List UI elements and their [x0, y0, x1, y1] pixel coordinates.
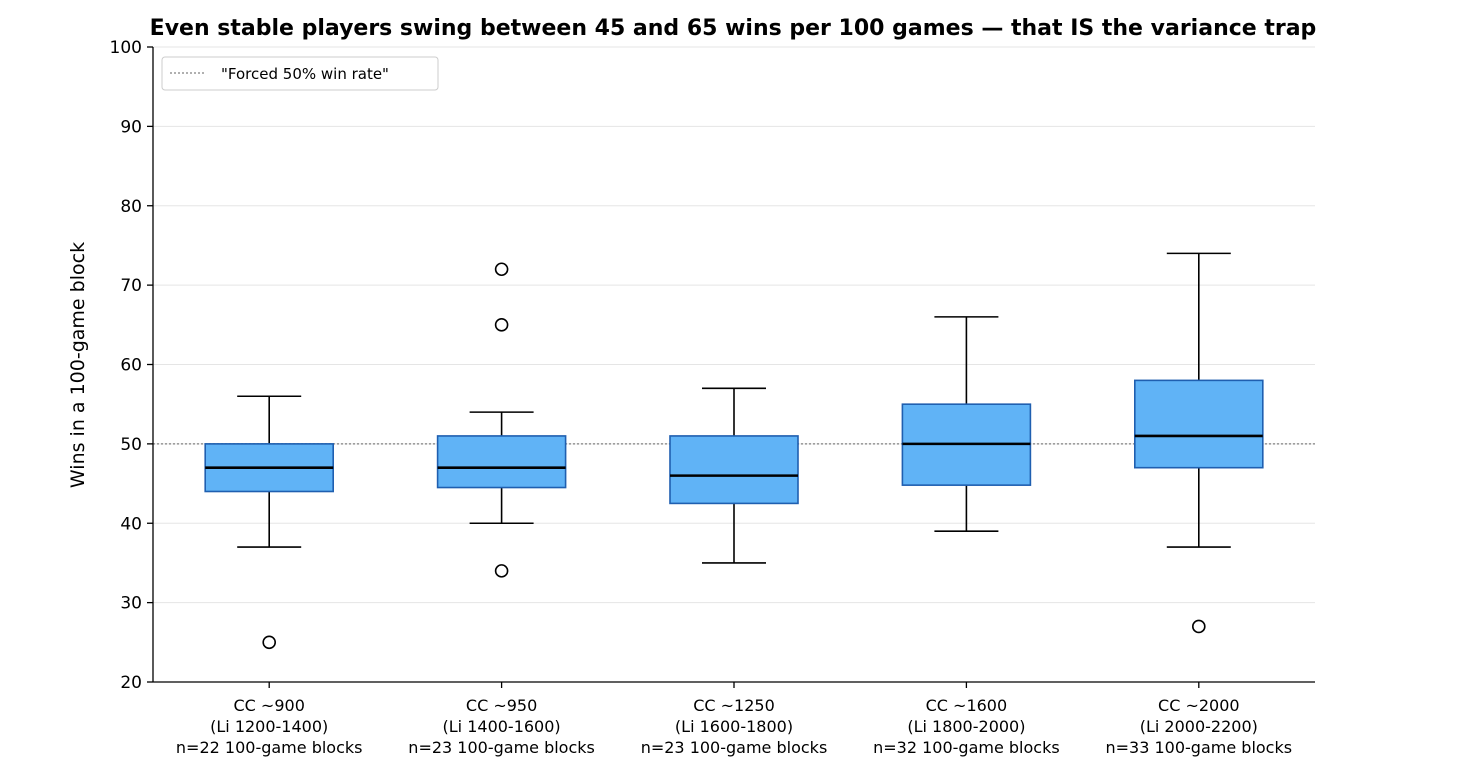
x-tick-label: CC ~1250 (Li 1600-1800) n=23 100-game bloc…	[641, 696, 828, 757]
y-axis-label: Wins in a 100-game block	[67, 242, 89, 488]
x-tick-label: CC ~1600 (Li 1800-2000) n=32 100-game bloc…	[873, 696, 1060, 757]
outlier-point	[494, 564, 509, 578]
y-tick-label: 70	[120, 276, 142, 296]
outlier-point	[262, 635, 277, 650]
x-tick-label-line: (Li 1400-1600)	[443, 717, 561, 736]
box-group	[669, 387, 799, 564]
x-tick-label-line: n=23 100-game blocks	[408, 738, 595, 757]
x-tick-label-line: n=23 100-game blocks	[641, 738, 828, 757]
y-tick-label: 60	[120, 356, 142, 376]
box-group	[1134, 252, 1264, 634]
x-tick-label-line: (Li 2000-2200)	[1140, 717, 1258, 736]
x-tick-label-line: (Li 1800-2000)	[907, 717, 1025, 736]
legend: "Forced 50% win rate"	[161, 56, 439, 91]
x-tick-label: CC ~900 (Li 1200-1400) n=22 100-game block…	[176, 696, 363, 757]
x-tick-label-line: CC ~950	[466, 696, 537, 715]
y-tick-label: 20	[120, 673, 142, 693]
x-tick-label-line: n=22 100-game blocks	[176, 738, 363, 757]
x-tick-label-line: n=33 100-game blocks	[1106, 738, 1293, 757]
x-tick-label-line: (Li 1200-1400)	[210, 717, 328, 736]
x-tick-label-line: CC ~1600	[926, 696, 1008, 715]
x-tick-labels: CC ~900 (Li 1200-1400) n=22 100-game block…	[176, 682, 1292, 757]
box-group	[901, 316, 1032, 532]
box-group	[204, 395, 334, 650]
outlier-point	[1192, 619, 1206, 634]
y-tick-label: 50	[120, 435, 142, 455]
box	[669, 435, 799, 505]
outlier-point	[494, 318, 509, 332]
y-tick-label: 80	[120, 197, 142, 217]
legend-box	[161, 56, 439, 91]
y-tick-label: 40	[120, 514, 142, 534]
x-tick-label: CC ~950 (Li 1400-1600) n=23 100-game block…	[408, 696, 595, 757]
box-series	[204, 252, 1264, 650]
x-tick-label-line: n=32 100-game blocks	[873, 738, 1060, 757]
y-tick-label: 100	[110, 38, 142, 58]
box	[1134, 379, 1264, 469]
box-group	[436, 262, 567, 578]
x-tick-label-line: CC ~900	[234, 696, 305, 715]
x-tick-label-line: CC ~2000	[1158, 696, 1240, 715]
y-tick-label: 30	[120, 594, 142, 614]
y-tick-labels: 20 30 40 50 60 70 80 90 100	[110, 38, 153, 693]
x-tick-label-line: CC ~1250	[693, 696, 775, 715]
outlier-point	[494, 262, 509, 277]
x-tick-label: CC ~2000 (Li 2000-2200) n=33 100-game bloc…	[1106, 696, 1293, 757]
box	[436, 435, 567, 489]
chart-title: Even stable players swing between 45 and…	[150, 16, 1317, 41]
legend-label: "Forced 50% win rate"	[221, 65, 389, 83]
y-tick-label: 90	[120, 117, 142, 137]
x-tick-label-line: (Li 1600-1800)	[675, 717, 793, 736]
